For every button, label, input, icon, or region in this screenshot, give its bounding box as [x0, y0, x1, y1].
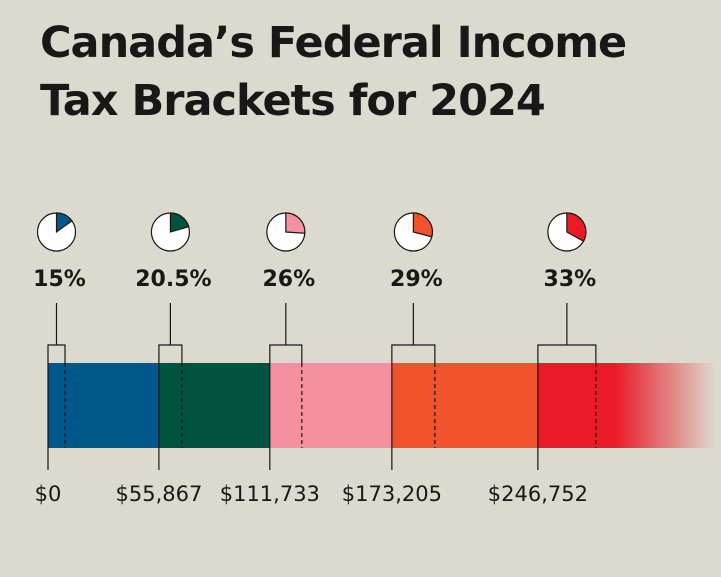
- bracket-marker: [47, 344, 66, 363]
- pie-wedge: [566, 212, 587, 242]
- bracket-segment: [537, 363, 721, 448]
- rate-label: 26%: [262, 267, 315, 292]
- rate-label: 33%: [544, 267, 597, 292]
- x-tick-label: $55,867: [115, 482, 202, 506]
- pie-wedge: [285, 212, 306, 234]
- rate-label: 15%: [33, 267, 86, 292]
- bracket-marker: [537, 344, 597, 363]
- bracket-marker: [391, 344, 436, 363]
- bracket-marker: [269, 344, 303, 363]
- pie-wedge: [169, 212, 190, 233]
- rate-label: 20.5%: [135, 267, 211, 292]
- pie-wedge: [412, 212, 433, 238]
- rate-label: 29%: [390, 267, 443, 292]
- x-tick-label: $111,733: [220, 482, 320, 506]
- bracket-segment: [158, 363, 270, 448]
- chart-title: Canada’s Federal Income Tax Brackets for…: [40, 18, 627, 126]
- bracket-marker: [158, 344, 183, 363]
- x-tick-label: $0: [35, 482, 62, 506]
- bracket-segment: [48, 363, 159, 448]
- x-tick-label: $173,205: [342, 482, 442, 506]
- bracket-segment: [269, 363, 392, 448]
- pie-wedge: [55, 212, 73, 234]
- bracket-segment: [391, 363, 538, 448]
- x-tick-label: $246,752: [488, 482, 588, 506]
